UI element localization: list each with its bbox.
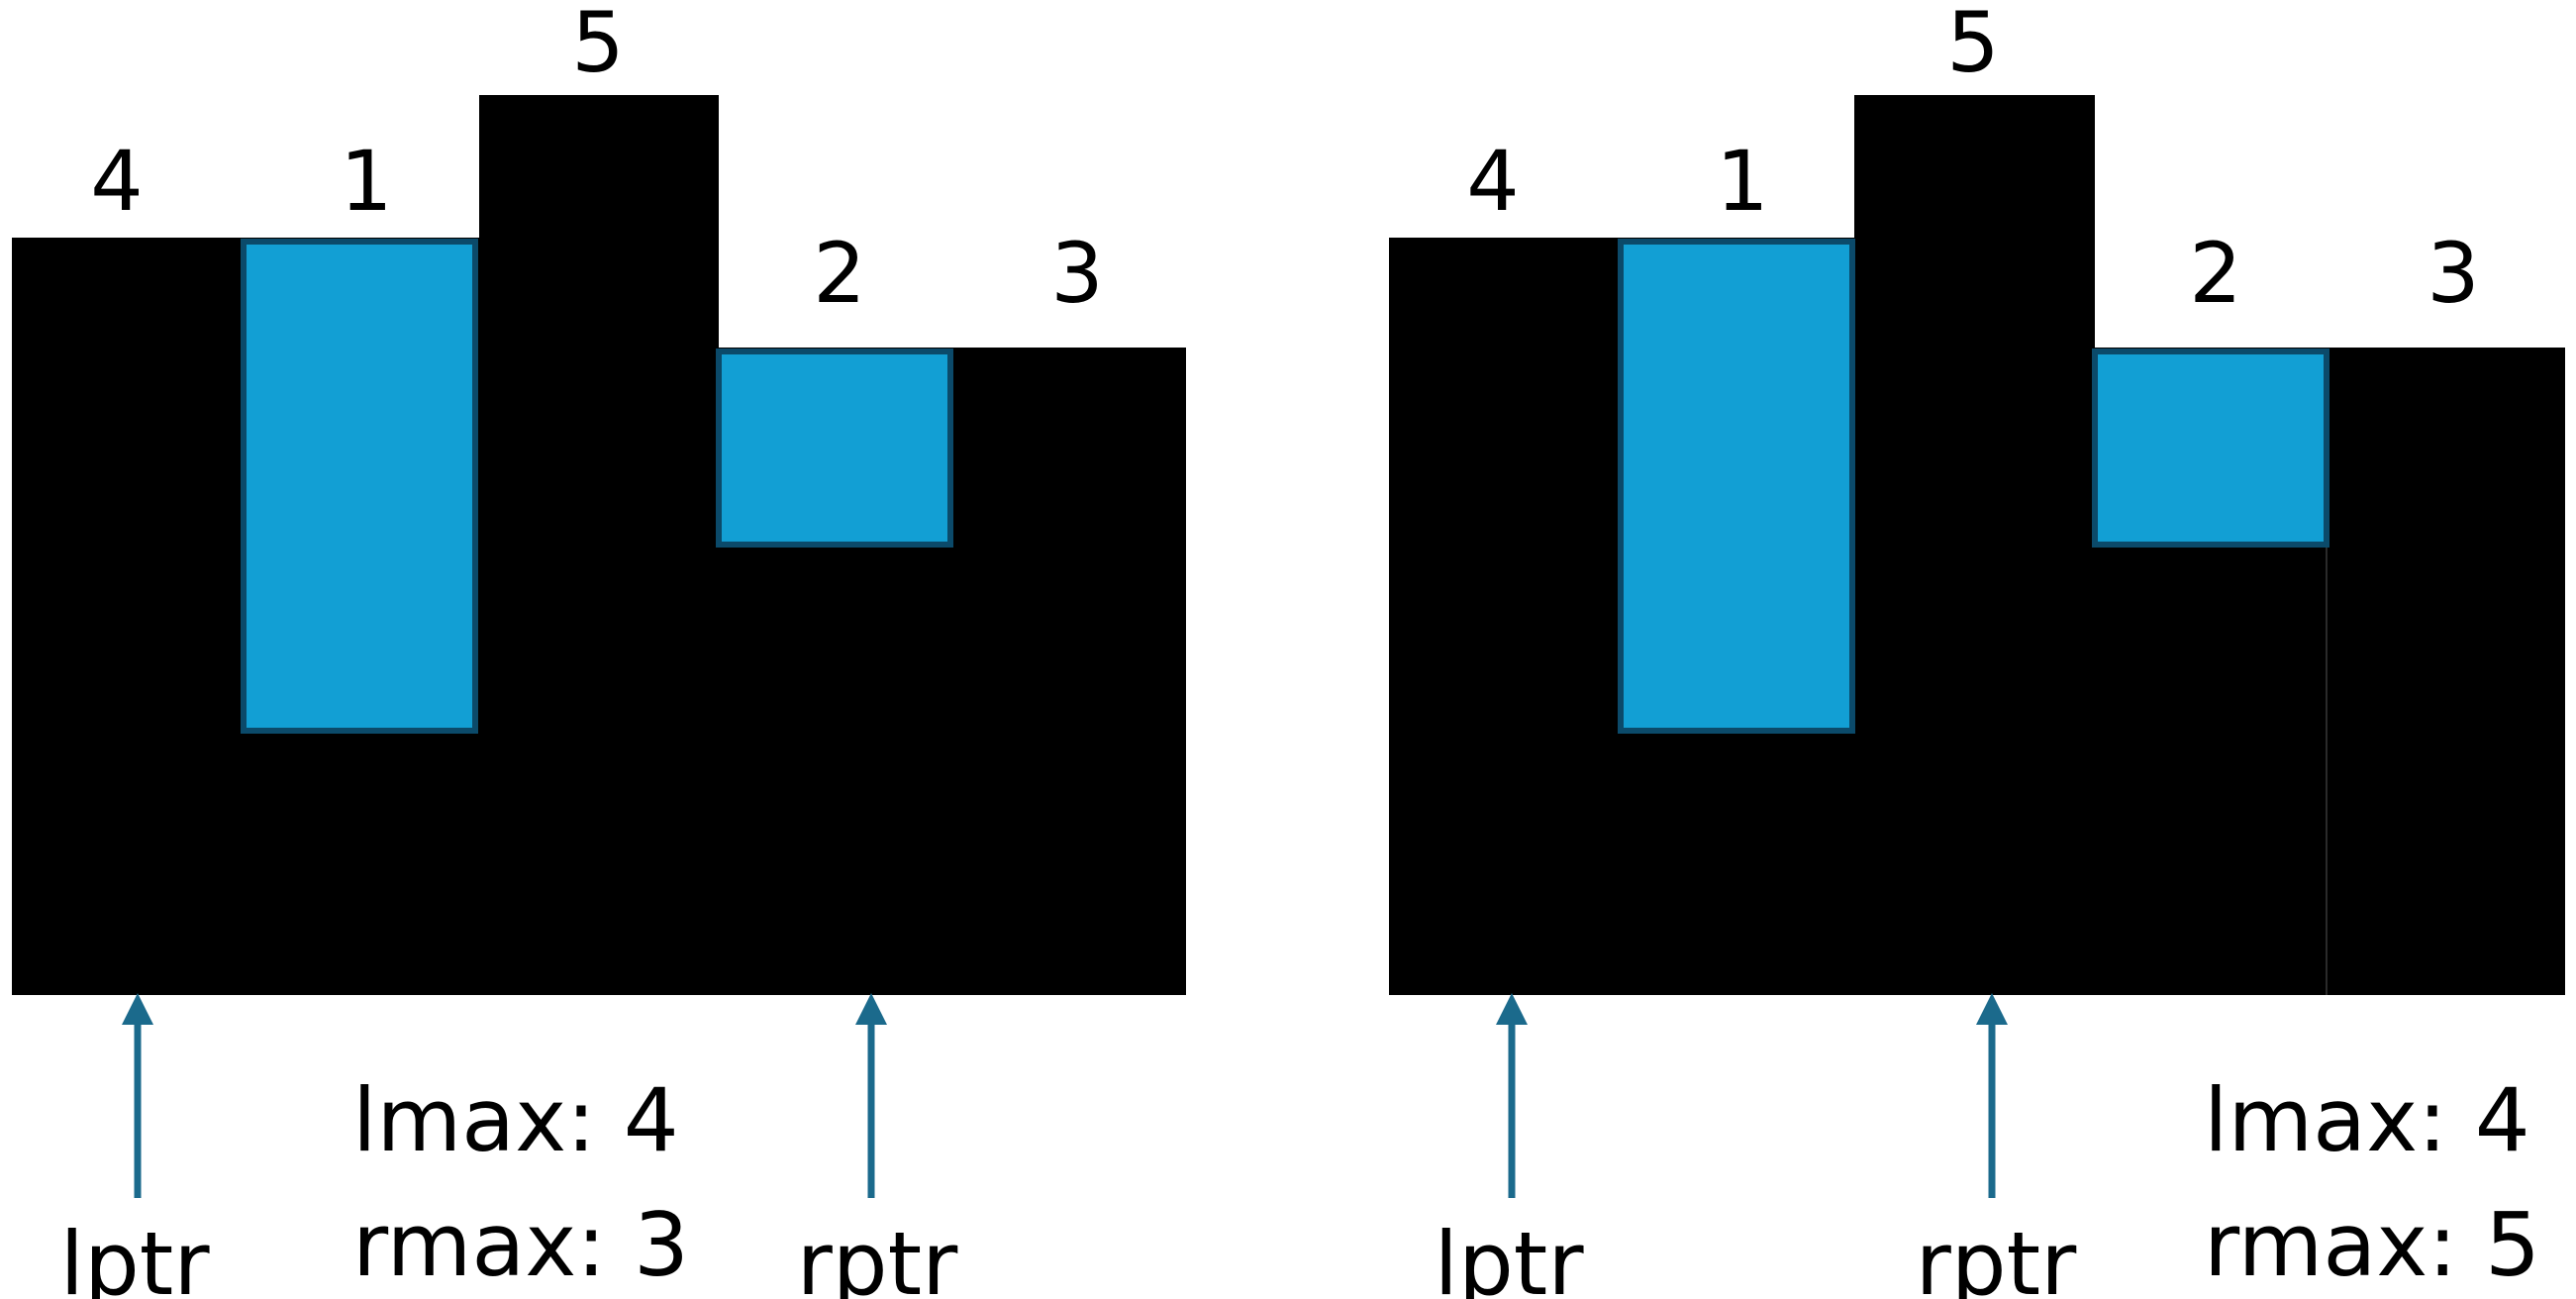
left-height-label-2: 5 [571,0,624,91]
left-lptr-label: lptr [60,1213,211,1299]
right-lptr-arrow [1496,993,1528,1198]
right-rptr-arrow [1976,993,2008,1198]
left-rptr-label: rptr [797,1213,959,1299]
left-panel: 4 1 5 2 3 lptr rptr lmax: 4 rmax: 3 [12,0,1186,1299]
left-lptr-arrow [122,993,153,1198]
right-lmax-label: lmax: 4 [2204,1069,2530,1171]
right-height-label-3: 2 [2189,225,2241,322]
right-panel: 4 1 5 2 3 lptr rptr lmax: 4 rmax: 5 [1389,0,2565,1299]
right-rmax-label: rmax: 5 [2204,1194,2540,1296]
right-height-label-1: 1 [1716,133,1768,230]
left-water-cell-1 [241,239,478,734]
right-lptr-label: lptr [1435,1213,1585,1299]
right-rptr-label: rptr [1916,1213,2078,1299]
left-height-label-3: 2 [813,225,865,322]
left-height-label-4: 3 [1050,225,1103,322]
left-height-label-0: 4 [90,133,143,230]
left-lmax-label: lmax: 4 [352,1069,679,1171]
right-height-label-0: 4 [1466,133,1519,230]
left-rptr-arrow [855,993,887,1198]
right-elevation-silhouette [1389,95,2565,995]
left-elevation-silhouette [12,95,1186,995]
right-water-cell-1 [1618,239,1855,734]
left-rmax-label: rmax: 3 [352,1194,689,1296]
right-water-cell-3 [2092,349,2329,548]
left-water-cell-3 [716,349,953,548]
right-height-label-4: 3 [2427,225,2479,322]
right-height-label-2: 5 [1946,0,1999,91]
left-height-label-1: 1 [340,133,392,230]
